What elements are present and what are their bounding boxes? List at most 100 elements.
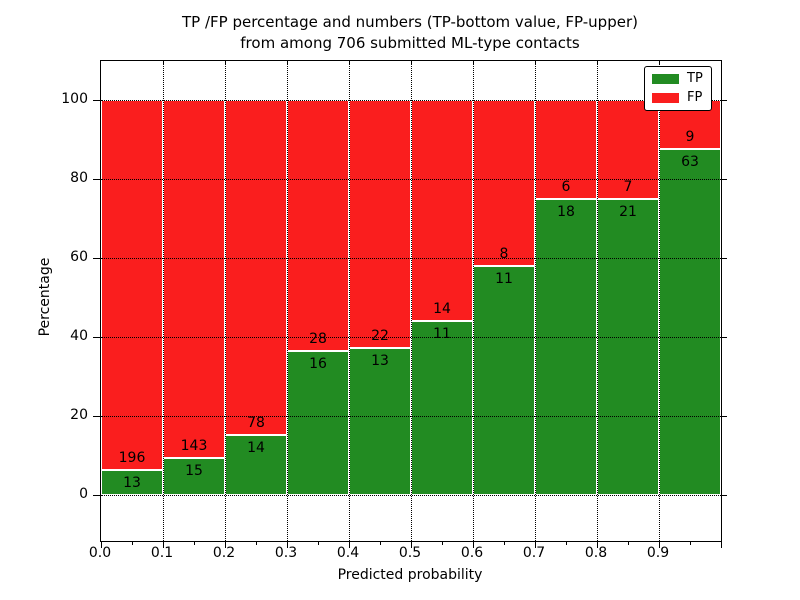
x-tick-label: 0.5 <box>398 545 422 561</box>
x-minor-tick <box>442 541 443 545</box>
x-major-tick <box>225 541 226 548</box>
x-major-tick <box>411 541 412 548</box>
x-tick-label: 0.3 <box>274 545 298 561</box>
x-minor-tick <box>380 541 381 545</box>
fp-value-label: 22 <box>371 328 389 345</box>
bar-group <box>163 100 225 495</box>
x-major-tick <box>535 541 536 548</box>
legend-swatch-tp <box>652 74 679 84</box>
tp-value-label: 13 <box>123 475 141 492</box>
x-gridline <box>225 61 226 541</box>
x-gridline <box>535 61 536 541</box>
x-minor-tick <box>628 541 629 545</box>
tp-value-label: 15 <box>185 462 203 479</box>
tp-segment <box>411 321 473 495</box>
bar-group <box>287 100 349 495</box>
y-major-tick <box>93 100 100 101</box>
x-minor-tick <box>690 541 691 545</box>
chart-title-line1: TP /FP percentage and numbers (TP-bottom… <box>182 13 638 31</box>
legend-item: FP <box>652 91 703 105</box>
y-major-tick <box>93 495 100 496</box>
x-axis-label: Predicted probability <box>337 567 483 583</box>
fp-value-label: 7 <box>623 178 633 195</box>
tp-segment <box>349 348 411 495</box>
legend-label: FP <box>687 90 703 105</box>
fp-value-label: 143 <box>180 437 208 454</box>
bar-group <box>101 100 163 495</box>
y-major-tick <box>93 258 100 259</box>
x-tick-label: 0.9 <box>646 545 670 561</box>
y-major-tick <box>93 179 100 180</box>
y-tick-label: 20 <box>70 407 88 423</box>
chart-title: TP /FP percentage and numbers (TP-bottom… <box>100 12 720 54</box>
y-gridline <box>101 337 721 338</box>
bar-group <box>535 100 597 495</box>
y-right-tick <box>722 179 727 180</box>
x-tick-label: 0.8 <box>584 545 608 561</box>
tp-segment <box>287 351 349 495</box>
y-tick-label: 60 <box>70 249 88 265</box>
x-major-tick <box>287 541 288 548</box>
x-tick-label: 0.4 <box>336 545 360 561</box>
tp-segment <box>659 149 721 495</box>
y-tick-label: 100 <box>61 91 88 107</box>
x-gridline <box>473 61 474 541</box>
fp-value-label: 9 <box>685 129 695 146</box>
fp-value-label: 196 <box>118 450 146 467</box>
fp-value-label: 28 <box>309 331 327 348</box>
y-major-tick <box>93 337 100 338</box>
fp-value-label: 8 <box>499 246 509 263</box>
x-major-tick <box>597 541 598 548</box>
tp-value-label: 18 <box>557 203 575 220</box>
x-tick-label: 0.6 <box>460 545 484 561</box>
tp-segment <box>163 457 225 495</box>
y-gridline <box>101 100 721 101</box>
y-right-tick <box>722 495 727 496</box>
tp-segment <box>101 470 163 495</box>
fp-segment <box>163 100 225 458</box>
legend-label: TP <box>687 71 703 86</box>
tp-segment <box>597 198 659 495</box>
x-minor-tick <box>566 541 567 545</box>
bar-group <box>597 100 659 495</box>
bar-group <box>225 100 287 495</box>
x-gridline <box>411 61 412 541</box>
tp-value-label: 14 <box>247 439 265 456</box>
tp-value-label: 16 <box>309 356 327 373</box>
fp-segment <box>287 100 349 352</box>
fp-segment <box>101 100 163 471</box>
x-minor-tick <box>194 541 195 545</box>
x-gridline <box>597 61 598 541</box>
legend-item: TP <box>652 72 703 86</box>
tp-value-label: 63 <box>681 154 699 171</box>
x-gridline <box>287 61 288 541</box>
x-gridline <box>659 61 660 541</box>
x-major-tick <box>101 541 102 548</box>
x-tick-label: 0.7 <box>522 545 546 561</box>
y-axis-label: Percentage <box>37 257 53 337</box>
x-minor-tick <box>256 541 257 545</box>
x-major-tick <box>349 541 350 548</box>
fp-segment <box>349 100 411 349</box>
x-gridline <box>163 61 164 541</box>
tp-value-label: 21 <box>619 203 637 220</box>
x-major-tick <box>163 541 164 548</box>
y-right-tick <box>722 416 727 417</box>
y-tick-label: 80 <box>70 170 88 186</box>
legend-swatch-fp <box>652 93 679 103</box>
x-tick-label: 0.0 <box>88 545 112 561</box>
chart-title-line2: from among 706 submitted ML-type contact… <box>240 34 580 52</box>
y-right-tick <box>722 337 727 338</box>
x-major-tick <box>659 541 660 548</box>
tp-value-label: 11 <box>495 271 513 288</box>
y-gridline <box>101 416 721 417</box>
fp-segment <box>411 100 473 322</box>
fp-value-label: 6 <box>561 178 571 195</box>
bar-group <box>349 100 411 495</box>
tp-value-label: 13 <box>371 353 389 370</box>
bar-group <box>473 100 535 495</box>
x-minor-tick <box>504 541 505 545</box>
fp-value-label: 14 <box>433 301 451 318</box>
fp-segment <box>473 100 535 267</box>
